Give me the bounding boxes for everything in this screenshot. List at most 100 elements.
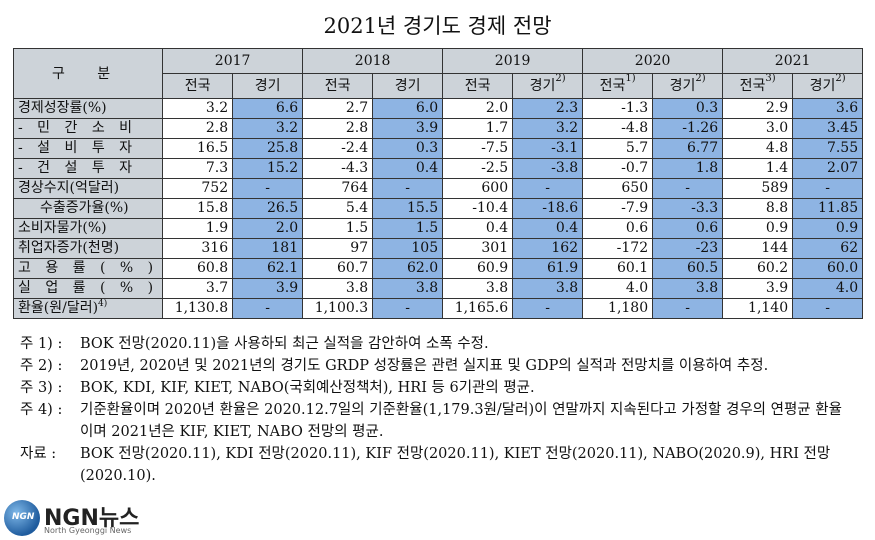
row-label-text: - 설 비 투 자 (18, 140, 138, 156)
row-label: 환율(원/달러)4) (12, 298, 164, 319)
gyeonggi-value: 62 (792, 238, 864, 259)
gyeonggi-value: - (652, 178, 724, 199)
national-value: 0.4 (442, 218, 514, 239)
gyeonggi-value: 181 (232, 238, 304, 259)
header-region: 경기2) (652, 73, 724, 99)
gyeonggi-value: 15.5 (372, 198, 444, 219)
header-year: 2018 (302, 48, 444, 74)
footnote-text: 2019년, 2020년 및 2021년의 경기도 GRDP 성장률은 관련 실… (80, 358, 769, 374)
national-value: -7.9 (582, 198, 654, 219)
logo-brand: NGN뉴스 (44, 506, 140, 531)
header-region-label: 전국 (324, 78, 351, 94)
economic-outlook-table: 구 분 2017 2018 2019 2020 2021 전국 경기 전국 경기 전국 경기2) 전국1… (12, 48, 864, 319)
header-region-label: 경기 (669, 78, 696, 94)
footnote-item: 주 1) : BOK 전망(2020.11)을 사용하되 최근 실적을 감안하여 … (20, 333, 850, 355)
row-label: 실 업 률 ( % ) (12, 278, 164, 299)
national-value: -7.5 (442, 138, 514, 159)
footnotes: 주 1) : BOK 전망(2020.11)을 사용하되 최근 실적을 감안하여 … (20, 333, 850, 487)
gyeonggi-value: - (372, 178, 444, 199)
table-row: 소비자물가(%) 1.9 2.0 1.5 1.5 0.4 0.4 0.6 0.6 0.9 0.9 (12, 218, 864, 239)
national-value: 0.9 (722, 218, 794, 239)
gyeonggi-value: 4.0 (792, 278, 864, 299)
table-row: 수출증가율(%) 15.8 26.5 5.4 15.5 -10.4 -18.6 -7.9 -3.… (12, 198, 864, 219)
gyeonggi-value: - (652, 298, 724, 319)
row-label-text: - 건 설 투 자 (18, 160, 138, 176)
header-region-footnote: 3) (765, 73, 776, 84)
gyeonggi-value: 2.0 (232, 218, 304, 239)
gyeonggi-value: 7.55 (792, 138, 864, 159)
gyeonggi-value: 0.6 (652, 218, 724, 239)
row-label-text: - 민 간 소 비 (18, 120, 138, 136)
gyeonggi-value: 60.5 (652, 258, 724, 279)
gyeonggi-value: - (372, 298, 444, 319)
gyeonggi-value: 3.8 (652, 278, 724, 299)
footnote-key: 주 3) : (20, 380, 63, 396)
header-gubun: 구 분 (12, 48, 164, 99)
header-region-footnote: 2) (835, 73, 846, 84)
gyeonggi-value: 3.9 (232, 278, 304, 299)
row-label: 취업자증가(천명) (12, 238, 164, 259)
gyeonggi-value: 26.5 (232, 198, 304, 219)
header-region: 전국 (442, 73, 514, 99)
national-value: 1.4 (722, 158, 794, 179)
gyeonggi-value: 0.3 (372, 138, 444, 159)
national-value: 5.7 (582, 138, 654, 159)
national-value: -2.5 (442, 158, 514, 179)
gyeonggi-value: -3.3 (652, 198, 724, 219)
footnote-item: 주 3) : BOK, KDI, KIF, KIET, NABO(국회예산정책처)… (20, 377, 850, 399)
national-value: 1,130.8 (162, 298, 234, 319)
gyeonggi-value: 0.4 (512, 218, 584, 239)
footnote-item: 자료 : BOK 전망(2020.11), KDI 전망(2020.11), KI… (20, 443, 850, 487)
row-label: 소비자물가(%) (12, 218, 164, 239)
header-region-label: 전국 (184, 78, 211, 94)
page-title: 2021년 경기도 경제 전망 (323, 14, 552, 38)
gyeonggi-value: -1.26 (652, 118, 724, 139)
header-row-years: 구 분 2017 2018 2019 2020 2021 (12, 48, 864, 99)
globe-icon (4, 500, 40, 536)
national-value: 764 (302, 178, 374, 199)
header-region-label: 경기 (529, 78, 556, 94)
row-label-text: 취업자증가(천명) (18, 240, 120, 256)
table-row: 실 업 률 ( % ) 3.7 3.9 3.8 3.8 3.8 3.8 4.0 3.8 3.9 4.… (12, 278, 864, 299)
header-region-label: 전국 (464, 78, 491, 94)
gyeonggi-value: 0.3 (652, 98, 724, 119)
national-value: 316 (162, 238, 234, 259)
national-value: -0.7 (582, 158, 654, 179)
logo-badge: NGN (12, 512, 35, 522)
gyeonggi-value: 3.2 (232, 118, 304, 139)
national-value: 301 (442, 238, 514, 259)
national-value: 60.8 (162, 258, 234, 279)
gyeonggi-value: - (792, 298, 864, 319)
row-label-text: 환율(원/달러) (18, 300, 99, 316)
gyeonggi-value: 1.5 (372, 218, 444, 239)
gyeonggi-value: 62.1 (232, 258, 304, 279)
row-label: 경제성장률(%) (12, 98, 164, 119)
header-region-label: 전국 (739, 78, 766, 94)
gyeonggi-value: 105 (372, 238, 444, 259)
gyeonggi-value: 2.07 (792, 158, 864, 179)
national-value: 60.2 (722, 258, 794, 279)
footnote-key: 자료 : (20, 446, 57, 462)
gyeonggi-value: 62.0 (372, 258, 444, 279)
table-row: 환율(원/달러)4) 1,130.8-1,100.3-1,165.6-1,180-… (12, 298, 864, 319)
national-value: 1,165.6 (442, 298, 514, 319)
table-row: 취업자증가(천명) 316 181 97 105 301 162 -172 -23 144 62 (12, 238, 864, 259)
national-value: 16.5 (162, 138, 234, 159)
header-region: 전국1) (582, 73, 654, 99)
gyeonggi-value: 60.0 (792, 258, 864, 279)
header-year: 2020 (582, 48, 724, 74)
table-row: 경상수지(억달러) 752-764-600-650-589- (12, 178, 864, 199)
footnote-text: BOK, KDI, KIF, KIET, NABO(국회예산정책처), HRI … (80, 380, 535, 396)
national-value: 3.9 (722, 278, 794, 299)
footnote-key: 주 2) : (20, 358, 63, 374)
header-region-label: 경기 (809, 78, 836, 94)
header-region-label: 전국 (599, 78, 626, 94)
row-label: - 민 간 소 비 (12, 118, 164, 139)
national-value: -4.3 (302, 158, 374, 179)
row-label: - 설 비 투 자 (12, 138, 164, 159)
header-region-footnote: 1) (625, 73, 636, 84)
header-region-label: 경기 (394, 78, 421, 94)
header-region: 전국 (162, 73, 234, 99)
gyeonggi-value: 2.3 (512, 98, 584, 119)
table-row: - 건 설 투 자 7.3 15.2 -4.3 0.4 -2.5 -3.8 -0.7 1.8 1.… (12, 158, 864, 179)
